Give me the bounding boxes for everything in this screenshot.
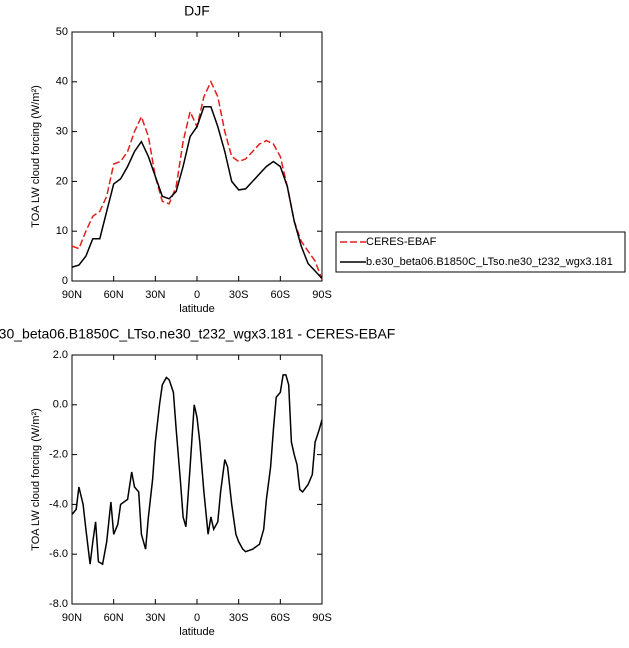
x-axis-label: latitude [179,626,214,638]
y-tick-label: 10 [56,225,68,237]
y-tick-label: -4.0 [49,498,68,510]
x-tick-label: 90N [62,612,82,624]
x-tick-label: 60N [104,289,124,301]
y-tick-label: -2.0 [49,449,68,461]
y-tick-label: 50 [56,26,68,38]
x-tick-label: 60S [271,612,291,624]
data-line [71,105,323,280]
plot-frame [71,31,323,282]
y-tick-label: 40 [56,76,68,88]
x-tick-label: 30S [229,289,249,301]
x-tick-label: 90N [62,289,82,301]
data-line [71,374,323,566]
legend-label: b.e30_beta06.B1850C_LTso.ne30_t232_wgx3.… [366,256,613,268]
x-tick-label: 60S [271,289,291,301]
x-tick-label: 30N [145,612,165,624]
y-tick-label: -8.0 [49,598,68,610]
x-tick-label: 0 [194,612,200,624]
legend-label: CERES-EBAF [366,236,437,248]
y-tick-label: 0.0 [53,399,68,411]
x-tick-label: 60N [104,612,124,624]
legend-box [335,231,626,273]
x-axis-label: latitude [179,303,214,315]
y-tick-label: 0 [62,275,68,287]
x-tick-label: 30S [229,612,249,624]
y-tick-label: 30 [56,126,68,138]
y-tick-label: -6.0 [49,548,68,560]
chart-title: DJF [184,3,210,19]
x-tick-label: 90S [312,289,332,301]
x-tick-label: 90S [312,612,332,624]
x-tick-label: 30N [145,289,165,301]
chart-title: 30_beta06.B1850C_LTso.ne30_t232_wgx3.181… [0,326,395,342]
x-tick-label: 0 [194,289,200,301]
y-tick-label: 2.0 [53,349,68,361]
plot-frame [71,354,323,605]
y-axis-label: TOA LW cloud forcing (W/m²) [30,408,42,551]
y-tick-label: 20 [56,175,68,187]
y-axis-label: TOA LW cloud forcing (W/m²) [30,85,42,228]
